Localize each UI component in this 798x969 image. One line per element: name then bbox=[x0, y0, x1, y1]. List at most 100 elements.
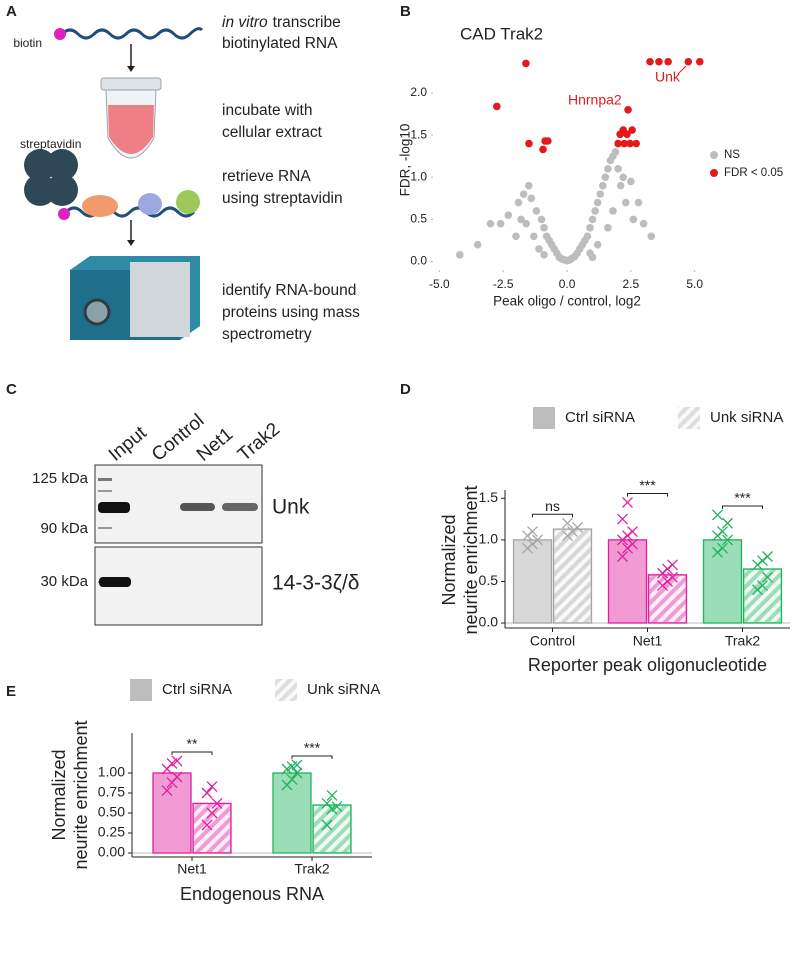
significance-bracket bbox=[171, 751, 213, 755]
significance-label: *** bbox=[639, 477, 656, 493]
y-tick-label: 2.0 bbox=[410, 85, 427, 99]
step-line: retrieve RNA bbox=[222, 168, 311, 185]
point bbox=[629, 215, 638, 224]
point bbox=[634, 198, 643, 207]
point bbox=[664, 57, 672, 66]
point bbox=[593, 240, 602, 249]
legend-label: NS bbox=[724, 149, 740, 161]
point bbox=[624, 106, 632, 114]
bar-hatch bbox=[649, 575, 686, 623]
point bbox=[201, 819, 213, 831]
lane-label: Input bbox=[105, 422, 151, 466]
point bbox=[619, 173, 627, 182]
panel-label: A bbox=[6, 3, 17, 20]
significance-label: *** bbox=[304, 740, 321, 756]
point bbox=[620, 139, 629, 148]
lane-label: Trak2 bbox=[234, 419, 284, 466]
point bbox=[614, 139, 622, 148]
point bbox=[171, 771, 183, 783]
point bbox=[286, 773, 298, 785]
y-tick-label: 0.00 bbox=[98, 844, 125, 860]
bar bbox=[272, 772, 312, 854]
bar-hatch bbox=[194, 804, 230, 852]
point bbox=[291, 767, 303, 779]
annotation-leader bbox=[677, 65, 687, 75]
point bbox=[614, 165, 622, 173]
point bbox=[616, 130, 624, 139]
label-biotin: biotin bbox=[13, 36, 42, 50]
x-tick-label: Net1 bbox=[177, 861, 207, 877]
x-tick-label: -2.5 bbox=[493, 277, 514, 291]
point bbox=[486, 219, 495, 228]
point bbox=[611, 148, 620, 156]
blot bbox=[94, 464, 263, 626]
bar-hatch bbox=[314, 806, 350, 852]
step-line: incubate with bbox=[222, 102, 312, 119]
point bbox=[604, 165, 612, 173]
bar bbox=[607, 539, 648, 624]
y-tick-label: 1.00 bbox=[98, 764, 125, 780]
x-tick-label: 0.0 bbox=[559, 277, 576, 291]
point bbox=[617, 513, 628, 525]
point bbox=[331, 801, 343, 813]
x-tick-label: -5.0 bbox=[429, 277, 450, 291]
x-axis-title: Peak oligo / control, log2 bbox=[493, 294, 641, 309]
point bbox=[201, 787, 213, 799]
x-tick-label: 2.5 bbox=[623, 277, 640, 291]
legend-hatch bbox=[678, 407, 700, 429]
step-line: cellular extract bbox=[222, 124, 323, 141]
bar bbox=[702, 539, 743, 624]
point bbox=[171, 755, 183, 767]
x-axis-title: Reporter peak oligonucleotide bbox=[528, 655, 767, 675]
point bbox=[512, 232, 520, 241]
point bbox=[473, 240, 482, 249]
y-tick-label: 1.5 bbox=[479, 489, 499, 505]
y-axis-title: neurite enrichment bbox=[461, 485, 481, 634]
y-tick-label: 0.5 bbox=[410, 212, 427, 226]
point bbox=[712, 509, 723, 521]
point bbox=[161, 785, 173, 797]
point bbox=[622, 497, 633, 508]
bar-hatch bbox=[744, 569, 781, 623]
x-tick-label: Net1 bbox=[633, 633, 663, 649]
y-tick-label: 0.25 bbox=[98, 824, 125, 840]
point bbox=[717, 526, 728, 538]
point bbox=[540, 224, 548, 232]
point bbox=[684, 57, 693, 66]
y-tick-label: 0.5 bbox=[479, 572, 499, 588]
marker-label: 30 kDa bbox=[40, 573, 88, 590]
y-tick-label: 1.0 bbox=[479, 531, 499, 547]
x-tick-label: Trak2 bbox=[725, 633, 760, 649]
point bbox=[604, 224, 612, 232]
point bbox=[632, 139, 641, 148]
point bbox=[627, 177, 635, 186]
point bbox=[504, 211, 513, 219]
point bbox=[326, 789, 338, 801]
point bbox=[655, 57, 663, 66]
legend-marker bbox=[710, 169, 718, 177]
point bbox=[627, 526, 638, 538]
point bbox=[532, 207, 541, 215]
x-tick-label: Trak2 bbox=[294, 861, 329, 877]
y-tick-label: 1.0 bbox=[410, 169, 427, 183]
annotation: Unk bbox=[655, 69, 681, 85]
point bbox=[527, 194, 536, 203]
point bbox=[583, 232, 592, 241]
step-line: spectrometry bbox=[222, 326, 312, 343]
point bbox=[530, 232, 538, 241]
point bbox=[601, 173, 610, 182]
significance-bracket bbox=[722, 505, 763, 509]
bar-hatch bbox=[554, 530, 591, 623]
step-line: proteins using mass bbox=[222, 304, 360, 321]
point bbox=[639, 219, 648, 228]
point bbox=[321, 797, 333, 809]
y-tick-label: 0.75 bbox=[98, 784, 125, 800]
point bbox=[646, 57, 654, 66]
point bbox=[456, 251, 464, 259]
point bbox=[572, 521, 583, 533]
marker-label: 90 kDa bbox=[40, 520, 88, 537]
point bbox=[539, 145, 547, 154]
point bbox=[206, 781, 218, 793]
